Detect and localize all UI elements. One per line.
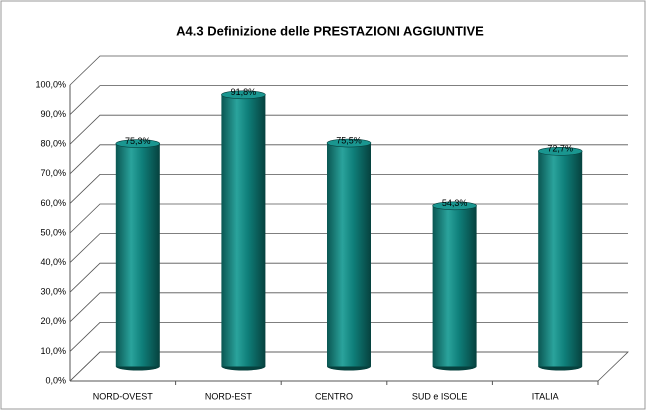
x-tick-label: CENTRO xyxy=(315,391,353,401)
y-tick-label: 20,0% xyxy=(40,316,66,326)
grid-line xyxy=(69,55,628,86)
value-label: 75,5% xyxy=(336,135,362,145)
value-label: 75,3% xyxy=(125,136,151,146)
y-tick-label: 30,0% xyxy=(40,287,66,297)
bar-top xyxy=(537,147,583,156)
y-tick-label: 70,0% xyxy=(40,168,66,178)
grid-line xyxy=(69,85,628,115)
bar xyxy=(221,94,266,367)
x-tick-label: SUD e ISOLE xyxy=(412,391,468,401)
bar-top xyxy=(221,90,266,100)
value-label: 54,3% xyxy=(442,198,468,208)
y-tick-label: 50,0% xyxy=(40,227,66,237)
grid-line xyxy=(69,114,628,145)
bar xyxy=(432,205,477,367)
bar xyxy=(327,143,371,367)
y-tick-label: 40,0% xyxy=(40,257,66,267)
y-tick-label: 0,0% xyxy=(45,375,66,385)
bar-top xyxy=(115,139,161,148)
value-label: 72,7% xyxy=(547,144,573,154)
bar xyxy=(115,143,160,367)
y-tick-label: 60,0% xyxy=(40,198,66,208)
bar-top xyxy=(326,138,372,148)
bar-top xyxy=(432,201,477,211)
x-tick-label: NORD-OVEST xyxy=(93,391,154,401)
grid-line xyxy=(69,173,628,204)
value-label: 91,8% xyxy=(231,87,257,97)
chart-title: A4.3 Definizione delle PRESTAZIONI AGGIU… xyxy=(176,23,484,38)
x-tick-label: ITALIA xyxy=(532,391,559,401)
y-tick-label: 10,0% xyxy=(40,346,66,356)
x-tick-label: NORD-EST xyxy=(205,391,253,401)
y-tick-label: 80,0% xyxy=(40,139,66,149)
bar xyxy=(538,151,583,367)
grid-line xyxy=(69,144,628,175)
y-tick-label: 100,0% xyxy=(35,79,66,89)
y-tick-label: 90,0% xyxy=(40,109,66,119)
